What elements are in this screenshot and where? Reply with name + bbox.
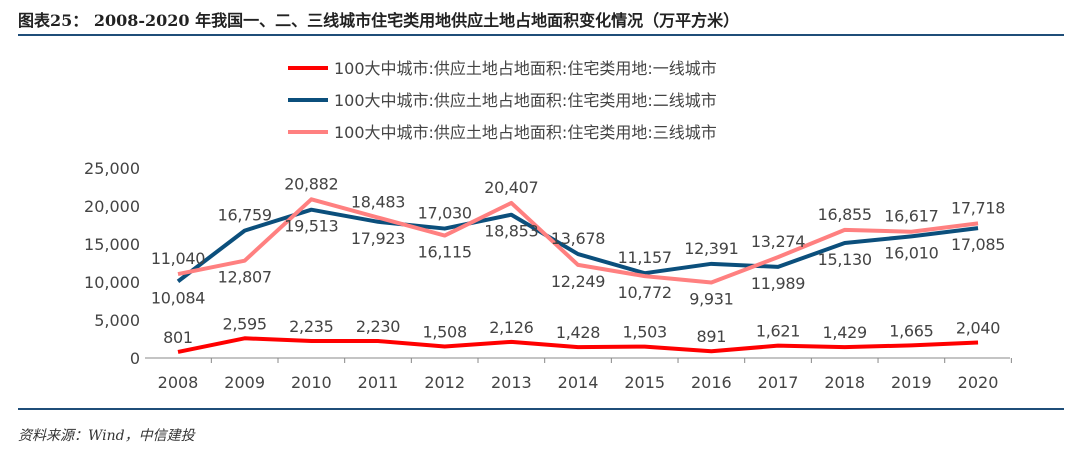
series-line	[176, 207, 979, 283]
y-tick-label: 5,000	[94, 311, 140, 330]
x-tick-label: 2008	[158, 373, 199, 392]
data-label: 16,617	[884, 207, 938, 226]
data-label: 17,923	[351, 229, 405, 248]
data-label: 2,230	[356, 317, 400, 336]
y-tick-label: 15,000	[84, 235, 140, 254]
x-tick-label: 2011	[358, 373, 399, 392]
x-tick-label: 2013	[491, 373, 532, 392]
data-label: 12,391	[684, 239, 738, 258]
data-label: 17,030	[418, 204, 472, 223]
data-label: 12,807	[218, 268, 272, 287]
data-label: 16,759	[218, 206, 272, 225]
data-label: 11,157	[618, 248, 672, 267]
data-label: 10,084	[151, 288, 205, 307]
data-label: 20,882	[284, 174, 338, 193]
legend-label: 100大中城市:供应土地占地面积:住宅类用地:三线城市	[334, 123, 717, 142]
x-tick-label: 2020	[958, 373, 999, 392]
top-rule	[18, 34, 1064, 36]
data-label: 18,483	[351, 193, 405, 212]
x-tick-label: 2019	[891, 373, 932, 392]
data-label: 891	[697, 327, 727, 346]
x-tick-label: 2016	[691, 373, 732, 392]
data-label: 15,130	[818, 250, 872, 269]
legend-label: 100大中城市:供应土地占地面积:住宅类用地:一线城市	[334, 59, 717, 78]
x-tick-label: 2012	[424, 373, 465, 392]
data-label: 1,508	[423, 323, 467, 342]
data-label: 17,718	[951, 198, 1005, 217]
data-label: 16,115	[418, 243, 472, 262]
x-tick-label: 2018	[824, 373, 865, 392]
data-label: 13,678	[551, 229, 605, 248]
data-label: 1,428	[556, 323, 600, 342]
data-label: 1,665	[889, 321, 933, 340]
data-label: 16,010	[884, 243, 938, 262]
data-label: 1,503	[623, 323, 667, 342]
source-note: 资料来源：Wind，中信建投	[18, 428, 195, 444]
data-label: 2,595	[223, 314, 267, 333]
x-tick-label: 2010	[291, 373, 332, 392]
data-label: 801	[163, 328, 193, 347]
x-tick-label: 2009	[224, 373, 265, 392]
data-label: 13,274	[751, 232, 805, 251]
x-tick-label: 2017	[758, 373, 799, 392]
data-label: 1,621	[756, 322, 800, 341]
x-tick-label: 2014	[558, 373, 599, 392]
data-label: 11,040	[151, 249, 205, 268]
data-label: 2,040	[956, 318, 1000, 337]
data-label: 17,085	[951, 235, 1005, 254]
y-tick-label: 20,000	[84, 197, 140, 216]
y-tick-label: 10,000	[84, 273, 140, 292]
data-label: 2,235	[289, 317, 333, 336]
x-tick-label: 2015	[624, 373, 665, 392]
data-label: 9,931	[689, 290, 733, 309]
series-line	[177, 197, 979, 285]
data-label: 11,989	[751, 274, 805, 293]
data-label: 18,853	[484, 222, 538, 241]
data-label: 10,772	[618, 283, 672, 302]
series-line	[177, 336, 979, 354]
y-tick-label: 25,000	[84, 159, 140, 178]
data-label: 16,855	[818, 205, 872, 224]
data-label: 19,513	[284, 217, 338, 236]
data-label: 20,407	[484, 178, 538, 197]
legend-label: 100大中城市:供应土地占地面积:住宅类用地:二线城市	[334, 91, 717, 110]
figure-title: 图表25： 2008-2020 年我国一、二、三线城市住宅类用地供应土地占地面积…	[18, 11, 740, 30]
data-label: 1,429	[823, 323, 867, 342]
data-label: 2,126	[489, 318, 533, 337]
data-label: 12,249	[551, 272, 605, 291]
y-tick-label: 0	[130, 349, 140, 368]
bottom-rule	[18, 408, 1064, 410]
